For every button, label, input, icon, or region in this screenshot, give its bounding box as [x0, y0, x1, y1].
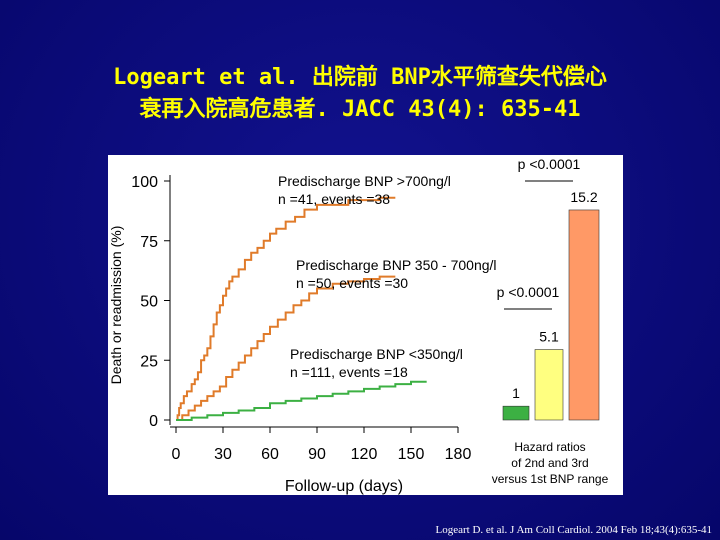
y-tick-label: 0 — [149, 413, 158, 430]
y-tick-label: 100 — [131, 174, 158, 191]
y-tick-label: 50 — [140, 294, 158, 311]
hazard-title-line-2: of 2nd and 3rd — [511, 456, 588, 470]
x-tick-label: 120 — [351, 446, 378, 463]
series-count-3: n =111, events =18 — [290, 364, 408, 380]
series-label-1: Predischarge BNP >700ng/l — [278, 173, 451, 189]
hazard-title-line-3: versus 1st BNP range — [492, 472, 609, 486]
chart-svg: Death or readmission (%) 0 25 50 75 100 0 30 6… — [108, 156, 609, 495]
series-line-3 — [176, 380, 427, 421]
series-count-2: n =50, events =30 — [296, 275, 408, 291]
hazard-value-label-3: 15.2 — [570, 189, 597, 205]
hazard-bar-2 — [534, 349, 564, 421]
p-value-1: p <0.0001 — [497, 284, 560, 300]
hazard-bar-1 — [502, 405, 530, 421]
y-axis-label: Death or readmission (%) — [108, 226, 124, 385]
citation: Logeart D. et al. J Am Coll Cardiol. 200… — [435, 524, 713, 536]
hazard-bar-3 — [568, 209, 600, 421]
x-axis-label: Follow-up (days) — [285, 478, 403, 495]
x-tick-label: 0 — [172, 446, 181, 463]
title-line-1: Logeart et al. 出院前 BNP水平筛查失代偿心 — [113, 65, 607, 90]
series-line-1 — [176, 196, 396, 421]
p-value-2: p <0.0001 — [518, 156, 581, 172]
series-count-1: n =41, events =38 — [278, 191, 390, 207]
x-tick-label: 60 — [261, 446, 279, 463]
series-label-2: Predischarge BNP 350 - 700ng/l — [296, 257, 497, 273]
hazard-title-line-1: Hazard ratios — [514, 440, 585, 454]
x-tick-label: 30 — [214, 446, 232, 463]
hazard-value-label-2: 5.1 — [539, 329, 559, 345]
chart-panel: Death or readmission (%) 0 25 50 75 100 0 30 6… — [108, 155, 623, 495]
x-tick-label: 150 — [398, 446, 425, 463]
series-label-3: Predischarge BNP <350ng/l — [290, 346, 463, 362]
x-tick-label: 180 — [445, 446, 472, 463]
hazard-value-label-1: 1 — [512, 385, 520, 401]
slide-title: Logeart et al. 出院前 BNP水平筛查失代偿心 衰再入院高危患者.… — [0, 62, 720, 126]
x-tick-label: 90 — [308, 446, 326, 463]
title-line-2: 衰再入院高危患者. JACC 43(4): 635-41 — [139, 97, 581, 122]
series-line-2 — [176, 275, 396, 421]
y-tick-label: 25 — [140, 353, 158, 370]
y-tick-label: 75 — [140, 234, 158, 251]
